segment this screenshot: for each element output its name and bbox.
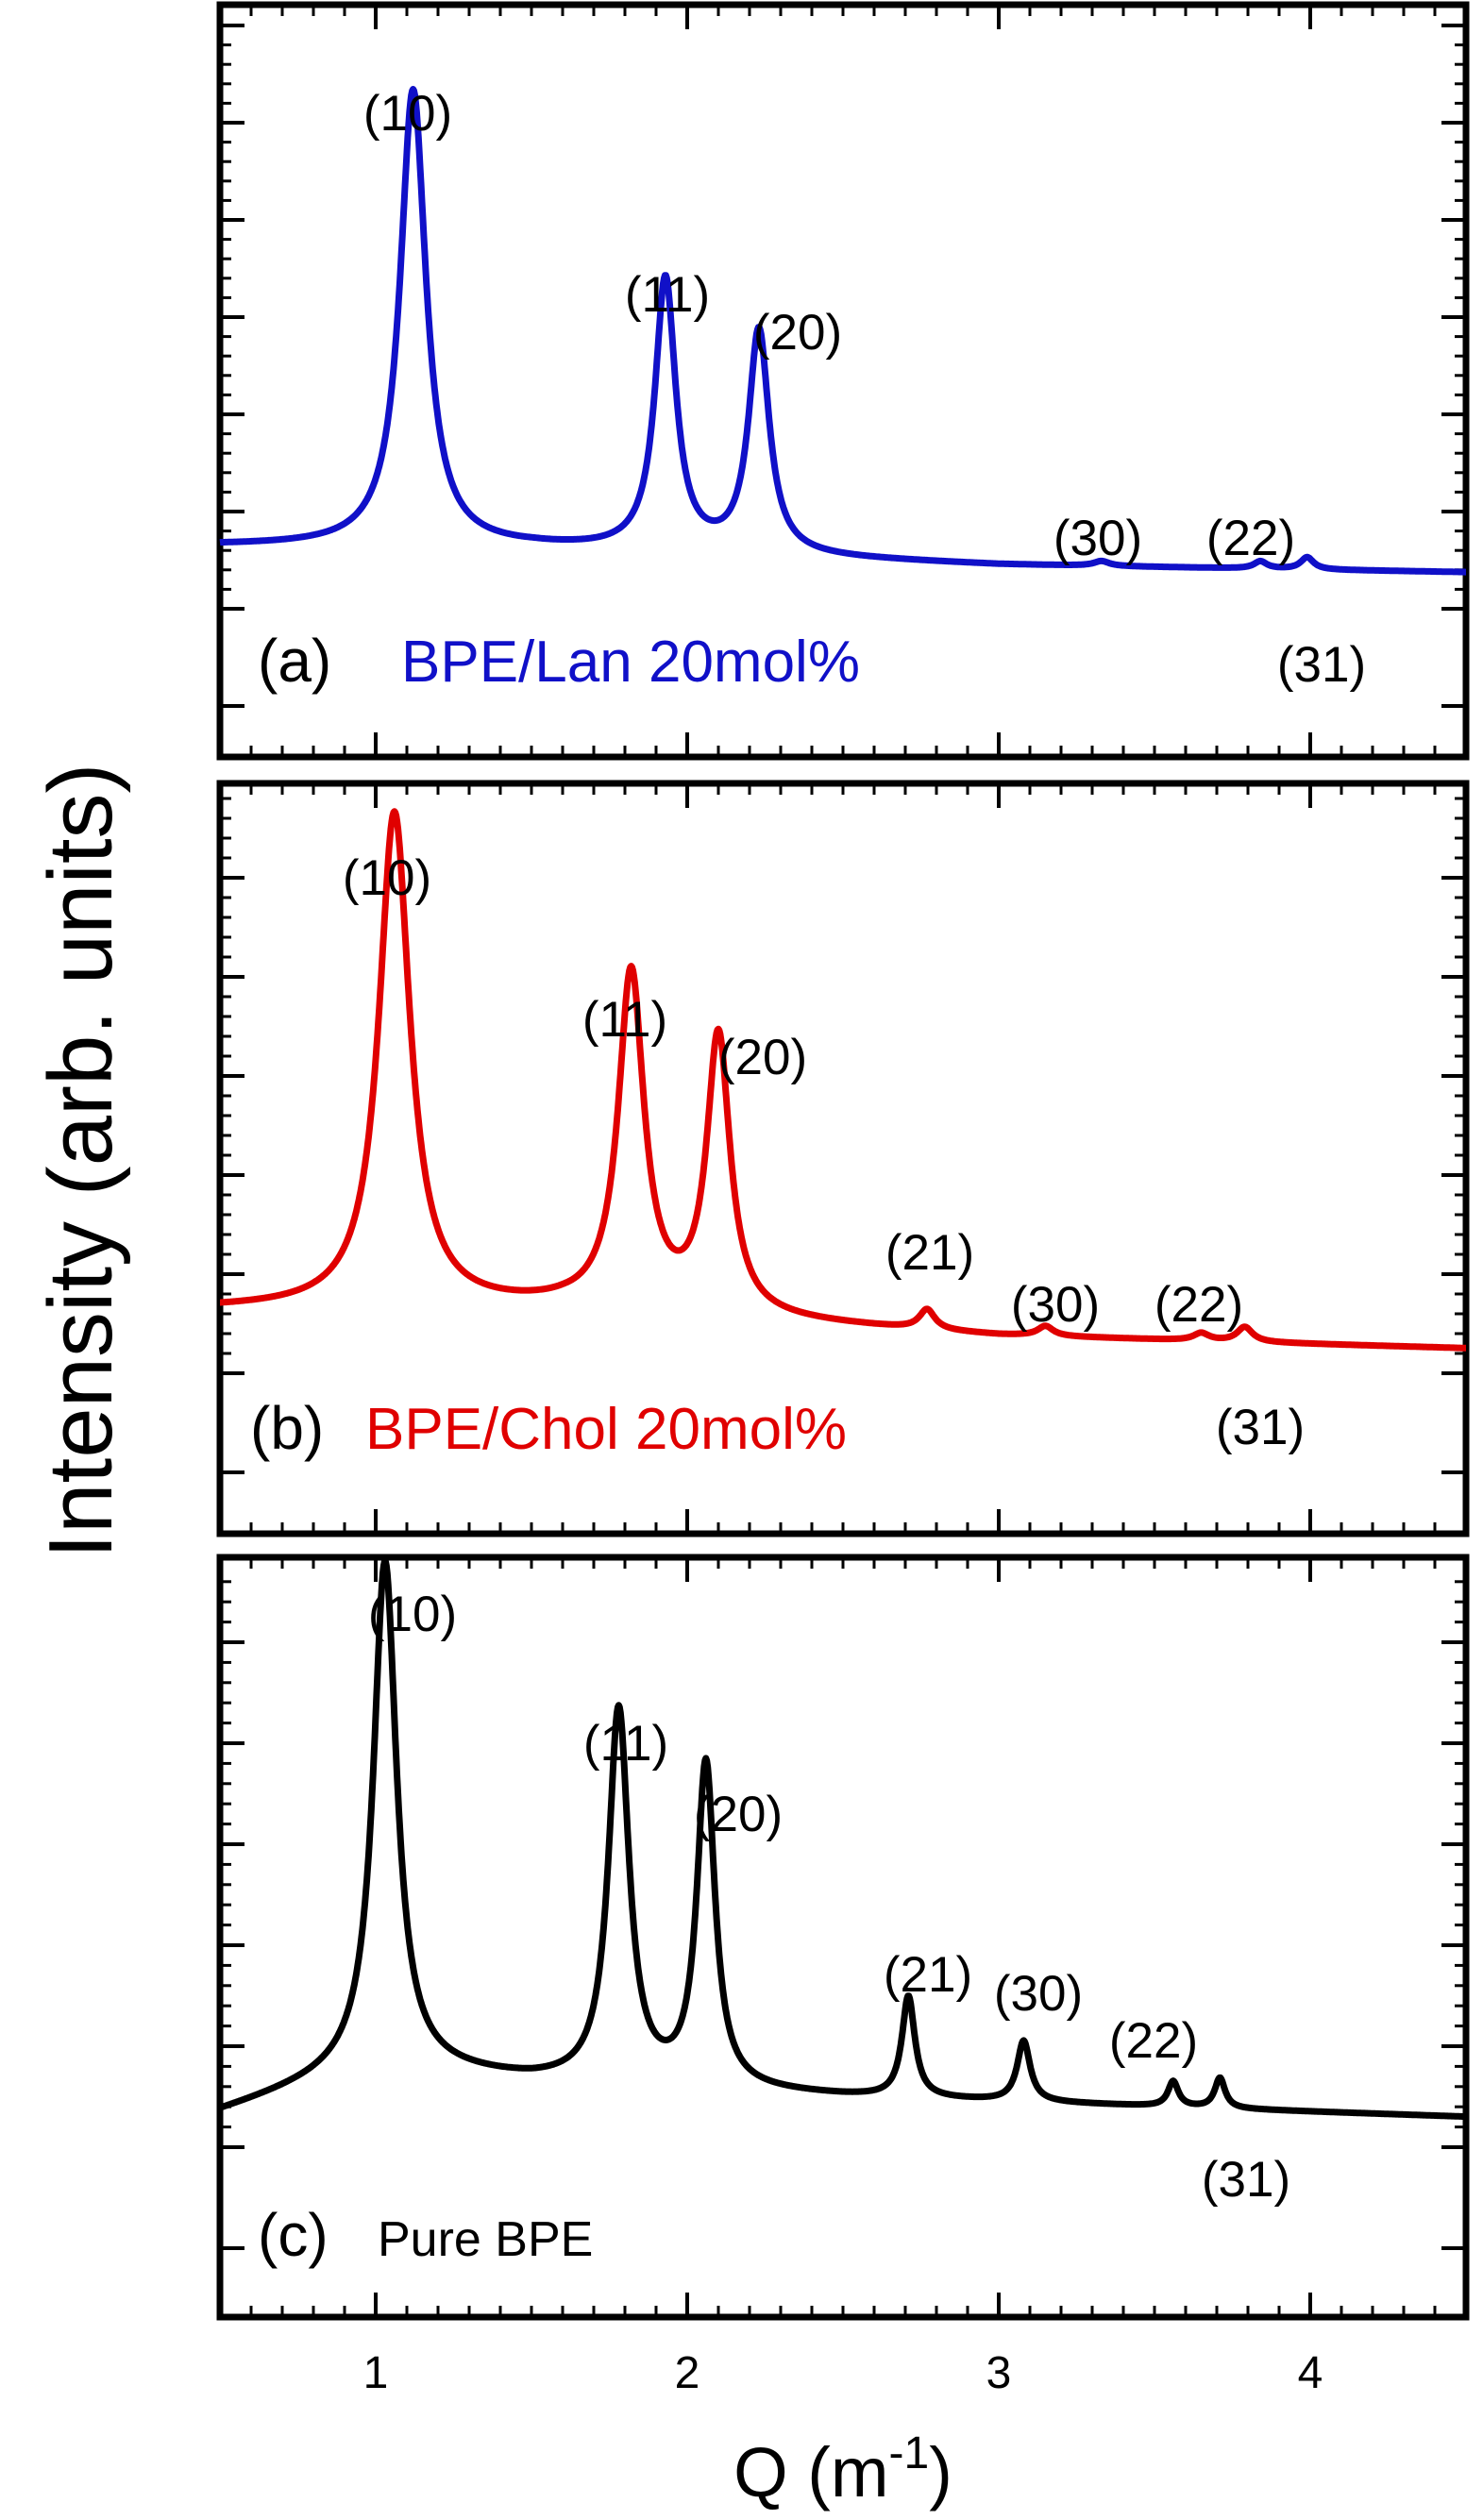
panel-b-peak-label-11: (11) — [582, 992, 667, 1048]
x-tick-label-2: 2 — [675, 2348, 700, 2398]
x-axis-label-close: ) — [929, 2433, 952, 2512]
panel-b-ticks — [220, 783, 1466, 1534]
x-tick-label-4: 4 — [1298, 2348, 1323, 2398]
panel-b-peak-label-30: (30) — [1011, 1277, 1100, 1333]
panel-a-peak-label-31: (31) — [1277, 637, 1366, 693]
panel-a-label: (a) — [258, 627, 331, 695]
panel-c-series-name: Pure BPE — [378, 2212, 593, 2267]
panel-c-ticks — [220, 1557, 1466, 2317]
panel-a-curve — [217, 86, 1469, 576]
panel-a-peak-label-20: (20) — [753, 305, 842, 361]
panel-c-peak-label-20: (20) — [694, 1787, 783, 1842]
panel-b-peak-label-31: (31) — [1216, 1400, 1305, 1455]
panel-b-curve — [217, 808, 1469, 1352]
panel-c-peak-labels: (10) (11) (20) (21) (30) (22) (31) — [368, 1587, 1290, 2208]
panel-a-series-name: BPE/Lan 20mol% — [401, 630, 860, 695]
x-tick-label-3: 3 — [986, 2348, 1012, 2398]
panel-c-peak-label-30: (30) — [994, 1966, 1083, 2022]
panel-a-peak-labels: (10) (11) (20) (30) (22) (31) — [363, 86, 1366, 693]
panel-c-peak-label-21: (21) — [884, 1947, 972, 2003]
panel-c: (10) (11) (20) (21) (30) (22) (31) (c) P… — [216, 1554, 1470, 2321]
panel-b-peak-label-21: (21) — [885, 1225, 974, 1281]
panel-c-curve — [217, 1557, 1469, 2121]
panel-a-peak-label-30: (30) — [1053, 511, 1142, 566]
x-axis-label: Q (m-1) — [733, 2428, 952, 2512]
panel-c-peak-label-11: (11) — [583, 1716, 668, 1772]
panel-b-series-name: BPE/Chol 20mol% — [365, 1397, 847, 1462]
panel-c-peak-label-22: (22) — [1109, 2013, 1198, 2069]
panel-b-peak-labels: (10) (11) (20) (21) (30) (22) (31) — [343, 850, 1305, 1455]
y-axis-label: Intensity (arb. units) — [30, 764, 131, 1559]
panel-a-peak-label-11: (11) — [625, 267, 710, 323]
x-axis-label-superscript: -1 — [889, 2428, 930, 2478]
panel-c-peak-label-10: (10) — [368, 1587, 457, 1642]
x-tick-labels: 1 2 3 4 — [363, 2348, 1323, 2398]
panel-a-peak-label-10: (10) — [363, 86, 452, 142]
panel-b: (10) (11) (20) (21) (30) (22) (31) (b) B… — [216, 780, 1470, 1537]
panel-a: (10) (11) (20) (30) (22) (31) (a) BPE/La… — [216, 1, 1470, 761]
panel-a-ticks — [220, 5, 1466, 757]
panel-c-label: (c) — [258, 2201, 329, 2269]
panel-b-peak-label-22: (22) — [1154, 1277, 1243, 1333]
x-tick-label-1: 1 — [363, 2348, 389, 2398]
panel-b-label: (b) — [250, 1394, 324, 1462]
panel-a-peak-label-22: (22) — [1206, 511, 1295, 566]
x-axis-label-main: Q (m — [733, 2433, 888, 2512]
panel-c-peak-label-31: (31) — [1202, 2152, 1290, 2208]
panel-b-peak-label-10: (10) — [343, 850, 431, 906]
panel-b-peak-label-20: (20) — [718, 1030, 807, 1085]
